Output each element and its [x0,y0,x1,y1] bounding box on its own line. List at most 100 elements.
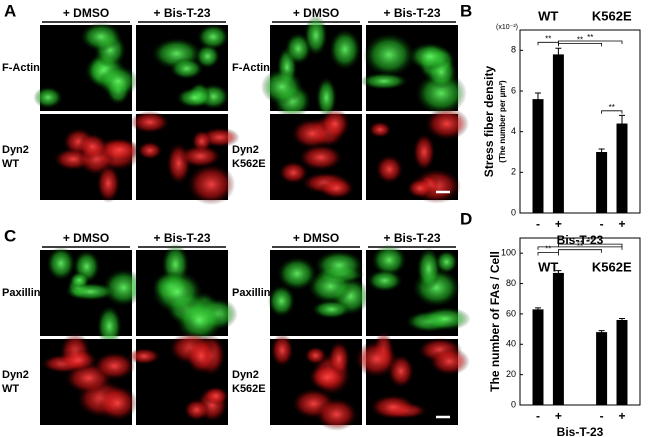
y-tick-label: 40 [506,339,516,349]
cell [97,65,139,98]
cell [354,340,399,378]
x-axis-label: Bis-T-23 [557,233,604,247]
cell [267,284,296,318]
micrograph [366,107,470,204]
cell [359,72,409,90]
x-tick-label: + [555,409,562,423]
cell [270,333,294,367]
cell [102,268,145,307]
micrograph [129,110,240,206]
cell [80,22,122,52]
y-tick-label: 0 [511,207,516,217]
plot-frame [519,29,641,214]
bar [552,272,564,405]
cell [429,347,470,376]
significance-label: ** [577,242,583,251]
cell [176,87,213,109]
significance-label: ** [587,33,593,42]
row-label: F-Actin [232,62,270,74]
bar [596,152,608,213]
panel-letter: B [460,1,472,20]
cell [93,351,136,381]
cell [46,246,76,281]
x-tick-label: - [536,409,540,423]
significance-bracket [537,246,623,250]
significance-bracket [601,110,623,114]
error-bar [598,148,605,156]
cell [314,250,364,281]
cell [97,385,138,421]
micrograph [354,330,470,425]
y-tick-label: 20 [506,369,516,379]
significance-label: ** [609,103,615,112]
cell [315,397,358,431]
cell [424,107,470,141]
significance-bracket [558,243,623,248]
cell [320,108,350,140]
cell [308,363,346,391]
micrograph [33,22,139,111]
cell [416,247,441,291]
x-tick-label: + [618,409,625,423]
micrograph [40,332,138,425]
micrograph [136,243,238,342]
column-header: + Bis-T-23 [153,6,210,20]
cell [137,141,163,160]
cell [316,76,337,119]
significance-label: ** [587,236,593,245]
row-label: Paxillin [2,287,41,299]
cell [371,244,407,276]
micrograph [40,246,145,348]
column-header: + Bis-T-23 [383,6,440,20]
cell [408,42,452,71]
group-label: K562E [592,8,632,23]
column-header: + Bis-T-23 [383,231,440,245]
y-tick-label: 2 [511,167,516,177]
bar [532,99,544,213]
x-tick-label: + [618,217,625,231]
cell [33,86,63,109]
bar [616,319,628,405]
y-tick-label: 80 [506,278,516,288]
cell [363,32,415,77]
micrograph [267,250,370,336]
micrograph [127,331,229,425]
row-label: Dyn2 [2,369,29,381]
group-label: WT [538,259,558,274]
panel-letter: D [460,209,472,228]
plot-frame [519,237,641,406]
significance-bracket [558,40,623,44]
bar [552,54,564,214]
cell [304,14,328,57]
cell [412,133,436,171]
micrograph [270,333,362,431]
micrograph [359,25,468,115]
row-label: WT [2,158,19,170]
row-label: Dyn2 [232,144,259,156]
cell [369,394,416,420]
row-label: Dyn2 [2,144,29,156]
cell [260,68,304,105]
error-bar [619,114,625,133]
x-tick-label: - [600,409,604,423]
micrograph [366,244,471,336]
row-label: K562E [232,158,266,170]
cell [420,307,471,331]
row-label: Dyn2 [232,369,259,381]
column-header: + DMSO [63,6,109,20]
y-tick-label: 6 [511,85,516,95]
micrograph [260,14,362,119]
column-header: + DMSO [293,231,339,245]
x-tick-label: - [600,217,604,231]
cell [187,163,236,206]
significance-bracket [558,43,602,47]
cell [278,161,309,184]
cell [311,299,351,319]
cell [304,346,327,365]
column-header: + DMSO [293,6,339,20]
column-header: + DMSO [63,231,109,245]
bar [532,309,544,405]
cell [406,178,434,199]
y-tick-label: 100 [501,248,516,258]
